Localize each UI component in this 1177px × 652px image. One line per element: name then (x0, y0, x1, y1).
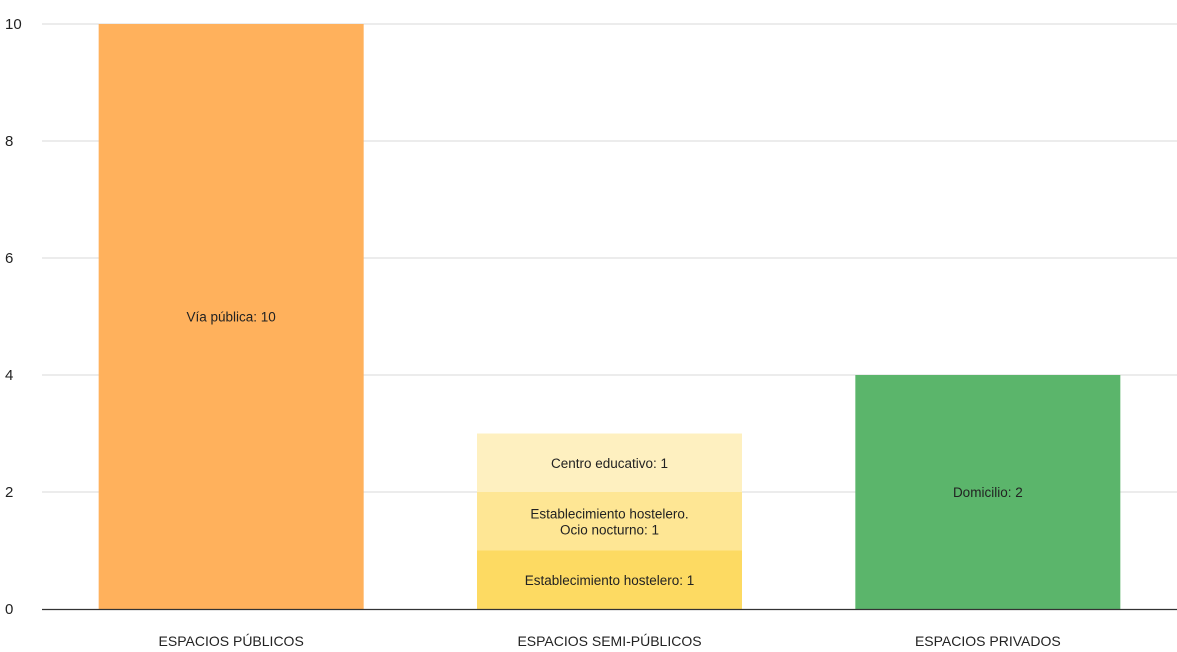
y-tick-label: 10 (5, 16, 22, 33)
segment-label: Centro educativo: 1 (551, 456, 668, 471)
category-label: ESPACIOS PÚBLICOS (159, 633, 304, 649)
segment-label: Establecimiento hostelero: 1 (525, 573, 695, 588)
segment-label: Domicilio: 2 (953, 485, 1023, 500)
bar-segment (477, 492, 742, 551)
y-tick-label: 2 (5, 484, 13, 501)
y-axis-ticks: 0 2 4 6 8 10 (5, 16, 22, 618)
segment-label: Vía pública: 10 (187, 310, 276, 325)
y-tick-label: 0 (5, 601, 13, 618)
y-tick-label: 6 (5, 250, 13, 267)
x-axis-labels: ESPACIOS PÚBLICOS ESPACIOS SEMI-PÚBLICOS E… (159, 633, 1061, 649)
category-label: ESPACIOS SEMI-PÚBLICOS (517, 633, 701, 649)
bars: Vía pública: 10 Establecimiento hostelero… (99, 24, 1121, 609)
y-tick-label: 4 (5, 367, 13, 384)
y-tick-label: 8 (5, 133, 13, 150)
category-label: ESPACIOS PRIVADOS (915, 633, 1061, 649)
